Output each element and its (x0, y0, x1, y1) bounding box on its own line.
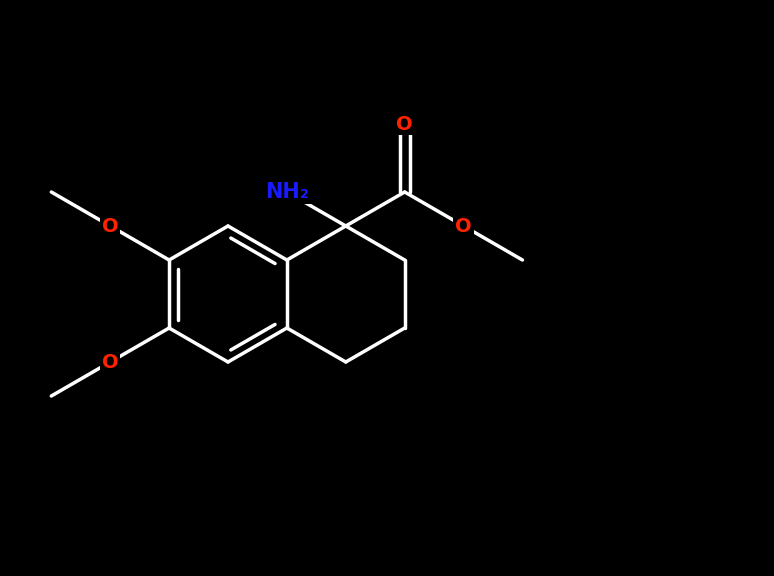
Text: O: O (102, 353, 118, 372)
Text: O: O (455, 217, 472, 236)
Text: NH₂: NH₂ (265, 182, 309, 202)
Text: O: O (396, 115, 413, 134)
Text: O: O (102, 217, 118, 236)
